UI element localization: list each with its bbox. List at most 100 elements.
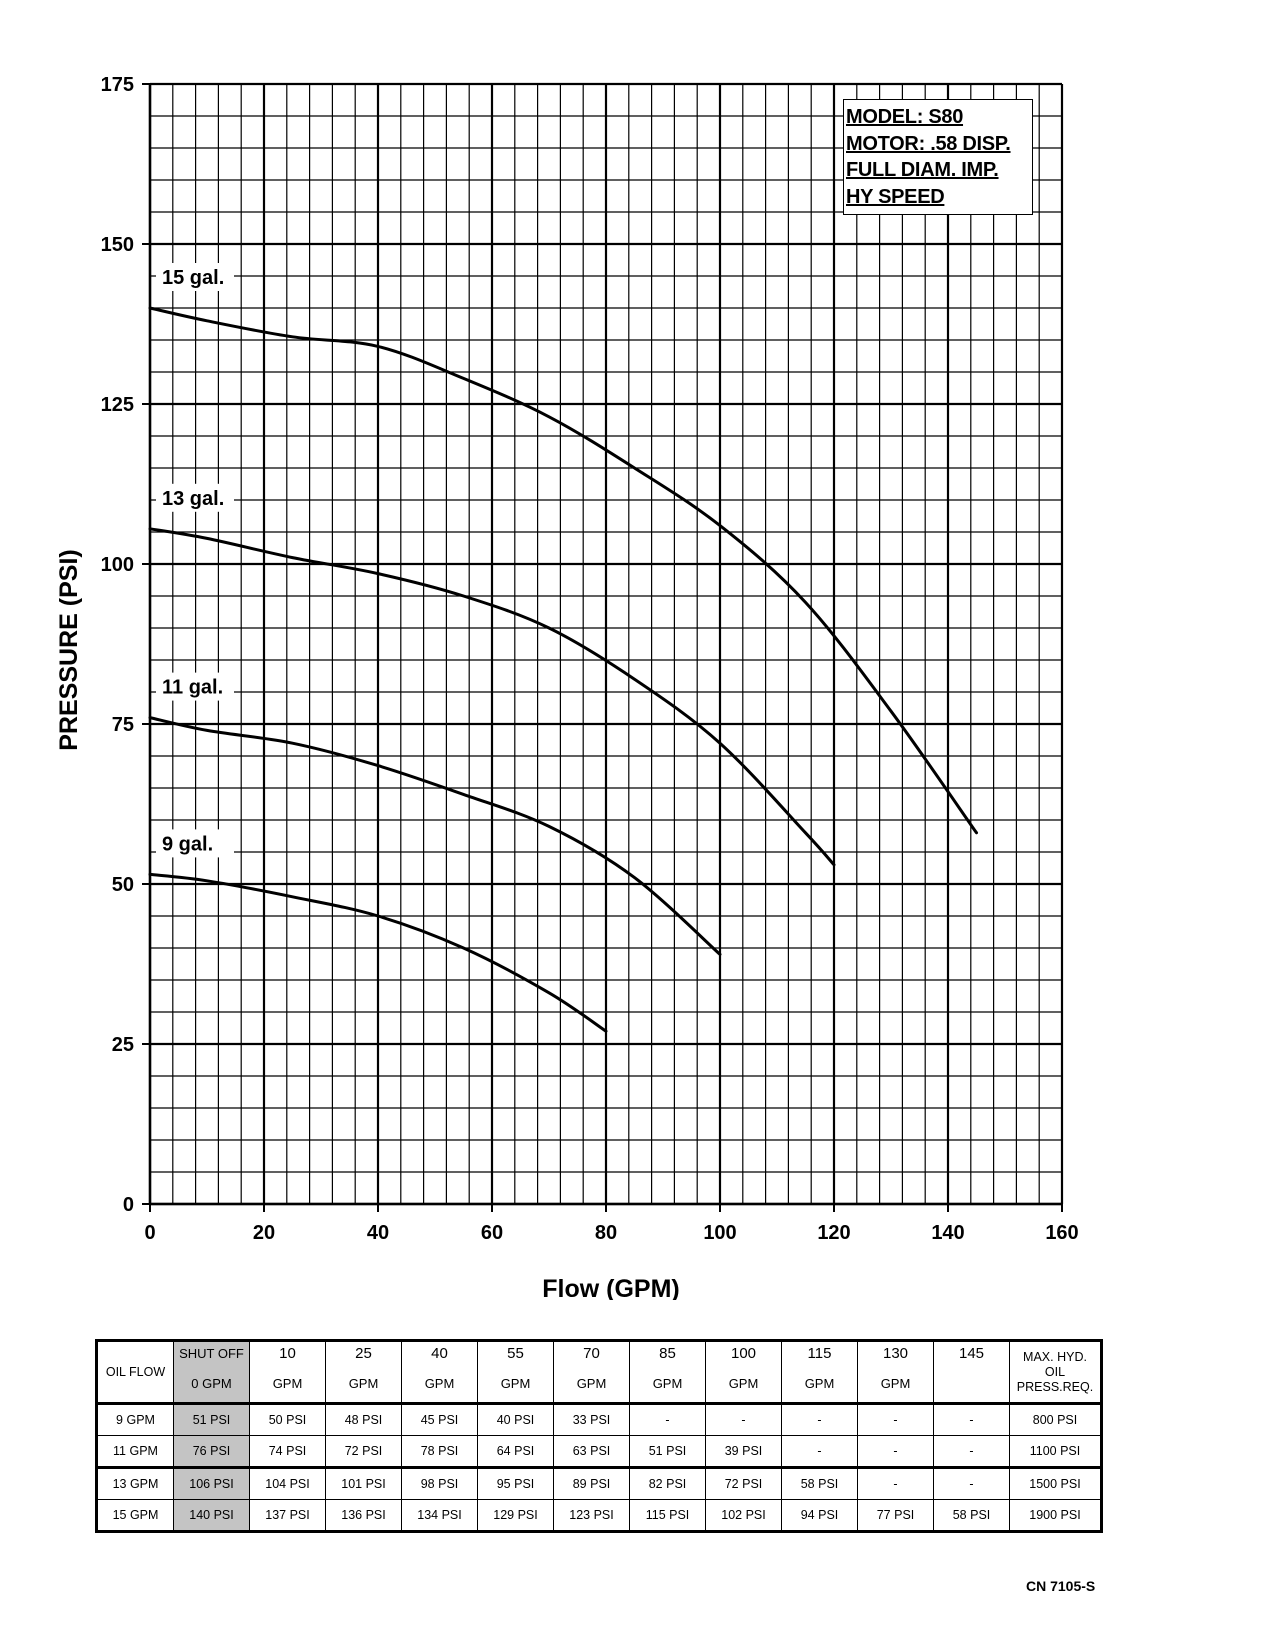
series-label-bg [156, 672, 234, 701]
table-cell: - [781, 1402, 858, 1436]
flow-header-top: 70 [583, 1345, 600, 1362]
table-cell: - [857, 1402, 934, 1436]
flow-header-cell: 145 [933, 1340, 1010, 1404]
x-tick-label: 160 [1045, 1222, 1078, 1244]
table-cell: 76 PSI [173, 1435, 250, 1468]
table-cell: 115 PSI [629, 1499, 706, 1532]
flow-header-top: 85 [659, 1345, 676, 1362]
speed-line: HY SPEED [846, 185, 945, 208]
pressure-data-table: OIL FLOW SHUT OFF 0 GPM 10 GPM 25 GPM 40 GPM 55 GP… [95, 1339, 1103, 1533]
flow-header-bottom: GPM [576, 1376, 607, 1391]
table-cell: 140 PSI [173, 1499, 250, 1532]
series-label-bg [156, 829, 234, 858]
series-label: 15 gal. [162, 267, 224, 289]
table-cell: 74 PSI [249, 1435, 326, 1468]
pump-curve-chart: 0 20 40 60 80 100 120 140 160 0 25 50 75 100 125 150 175… [55, 74, 1079, 1300]
table-cell: - [933, 1466, 1010, 1500]
table-cell: 39 PSI [705, 1435, 782, 1468]
oil-flow-header: OIL FLOW [96, 1340, 174, 1404]
table-row: 13 GPM 106 PSI 104 PSI 101 PSI 98 PSI 95 PSI 8… [96, 1466, 1102, 1500]
table-cell: 94 PSI [781, 1499, 858, 1532]
x-axis-title: Flow (GPM) [542, 1275, 679, 1300]
table-cell: 51 PSI [173, 1402, 250, 1436]
max-pressure-header-line: PRESS.REQ. [1016, 1379, 1094, 1394]
y-axis-title: PRESSURE (PSI) [55, 549, 83, 750]
x-tick-label: 120 [817, 1222, 850, 1244]
series-label: 9 gal. [162, 833, 213, 855]
series-label-bg [156, 263, 234, 291]
x-tick-label: 100 [703, 1222, 736, 1244]
flow-header-bottom: GPM [500, 1376, 531, 1391]
table-header-row: OIL FLOW SHUT OFF 0 GPM 10 GPM 25 GPM 40 GPM 55 GP… [96, 1340, 1102, 1404]
flow-header-bottom: GPM [652, 1376, 683, 1391]
table-cell: 82 PSI [629, 1466, 706, 1500]
row-flow-label: 15 GPM [96, 1499, 174, 1532]
table-cell: - [857, 1466, 934, 1500]
series-label: 11 gal. [162, 677, 223, 699]
table-cell: 72 PSI [325, 1435, 402, 1468]
table-cell: - [705, 1402, 782, 1436]
flow-header-cell: 70 GPM [553, 1340, 630, 1404]
table-cell: 134 PSI [401, 1499, 478, 1532]
flow-header-top: 145 [958, 1345, 985, 1362]
table-cell: 95 PSI [477, 1466, 554, 1500]
impeller-line: FULL DIAM. IMP. [846, 159, 999, 181]
flow-header-top: 25 [355, 1345, 372, 1362]
x-tick-label: 0 [144, 1222, 155, 1244]
flow-header-cell: 10 GPM [249, 1340, 326, 1404]
flow-header-bottom: GPM [424, 1376, 455, 1391]
max-pressure-header-line: MAX. HYD. [1023, 1349, 1087, 1364]
table-cell: 101 PSI [325, 1466, 402, 1500]
table-cell: 33 PSI [553, 1402, 630, 1436]
table-row: 15 GPM 140 PSI 137 PSI 136 PSI 134 PSI 129 PS… [96, 1499, 1102, 1532]
flow-header-bottom: 0 GPM [191, 1376, 232, 1391]
table-cell: 77 PSI [857, 1499, 934, 1532]
table-cell: 72 PSI [705, 1466, 782, 1500]
flow-header-top: 130 [882, 1345, 909, 1362]
flow-header-bottom: GPM [804, 1376, 835, 1391]
row-flow-label: 11 GPM [96, 1435, 174, 1468]
table-cell: 50 PSI [249, 1402, 326, 1436]
flow-header-top: 40 [431, 1345, 448, 1362]
table-cell: 800 PSI [1009, 1402, 1102, 1436]
table-cell: 78 PSI [401, 1435, 478, 1468]
model-line: MODEL: S80 [846, 106, 964, 128]
table-cell: - [857, 1435, 934, 1468]
y-tick-label: 175 [101, 74, 134, 96]
y-tick-label: 150 [101, 234, 134, 256]
flow-header-bottom: GPM [880, 1376, 911, 1391]
flow-header-cell: 130 GPM [857, 1340, 934, 1404]
max-pressure-header-line: OIL [1044, 1364, 1066, 1379]
row-flow-label: 9 GPM [96, 1402, 174, 1436]
series-line [148, 306, 978, 835]
table-cell: 45 PSI [401, 1402, 478, 1436]
table-cell: 98 PSI [401, 1466, 478, 1500]
x-tick-label: 80 [595, 1222, 617, 1244]
x-tick-label: 40 [367, 1222, 389, 1244]
flow-header-top: 115 [807, 1345, 832, 1362]
y-tick-label: 0 [123, 1194, 134, 1216]
chart-grid [148, 82, 1064, 1206]
table-cell: 123 PSI [553, 1499, 630, 1532]
table-cell: - [933, 1402, 1010, 1436]
series-label: 13 gal. [162, 488, 224, 510]
y-tick-label: 75 [112, 714, 134, 736]
x-tick-label: 60 [481, 1222, 503, 1244]
flow-header-top: SHUT OFF [179, 1346, 244, 1361]
flow-header-cell: 40 GPM [401, 1340, 478, 1404]
table-cell: 63 PSI [553, 1435, 630, 1468]
y-tick-label: 25 [112, 1034, 134, 1056]
row-flow-label: 13 GPM [96, 1466, 174, 1500]
table-cell: 64 PSI [477, 1435, 554, 1468]
table-cell: 89 PSI [553, 1466, 630, 1500]
table-cell: 102 PSI [705, 1499, 782, 1532]
table-cell: 104 PSI [249, 1466, 326, 1500]
table-cell: - [629, 1402, 706, 1436]
table-cell: 1500 PSI [1009, 1466, 1102, 1500]
table-cell: 48 PSI [325, 1402, 402, 1436]
table-row: 11 GPM 76 PSI 74 PSI 72 PSI 78 PSI 64 PSI 63 P… [96, 1435, 1102, 1468]
series-label-bg [156, 483, 234, 512]
flow-header-cell: 55 GPM [477, 1340, 554, 1404]
y-tick-label: 50 [112, 874, 134, 896]
motor-line: MOTOR: .58 DISP. [846, 132, 1011, 155]
